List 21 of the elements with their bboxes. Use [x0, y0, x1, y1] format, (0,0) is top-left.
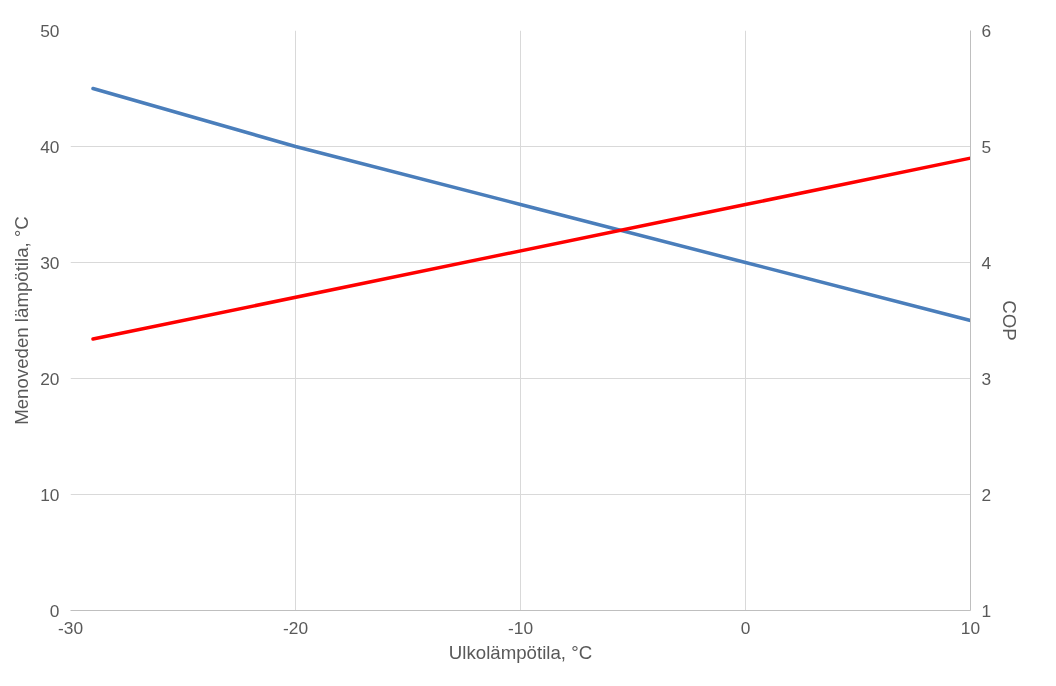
y-tick-label: 50	[40, 20, 60, 41]
y-tick-label: 30	[40, 252, 60, 273]
y-tick-label: 40	[40, 136, 60, 157]
x-tick-label: 10	[960, 617, 981, 638]
y-tick-label: 10	[40, 484, 60, 505]
y-tick-label: 0	[49, 600, 60, 621]
x-tick-label: 0	[740, 617, 751, 638]
line-series	[91, 86, 971, 323]
y2-tick-label: 1	[981, 600, 992, 621]
y-tick-label: 20	[40, 368, 60, 389]
y2-tick-label: 2	[981, 484, 992, 505]
x-axis-title: Ulkolämpötila, °C	[448, 641, 593, 663]
x-tick-label: -10	[507, 617, 534, 638]
x-tick-label: -20	[282, 617, 309, 638]
y2-tick-label: 4	[981, 252, 992, 273]
y2-axis-title: COP	[999, 300, 1021, 341]
x-tick-label: -30	[57, 617, 84, 638]
y2-tick-label: 5	[981, 136, 992, 157]
y2-tick-label: 3	[981, 368, 992, 389]
y2-tick-label: 6	[981, 20, 992, 41]
y-axis-title: Menoveden lämpötila, °C	[11, 216, 33, 425]
